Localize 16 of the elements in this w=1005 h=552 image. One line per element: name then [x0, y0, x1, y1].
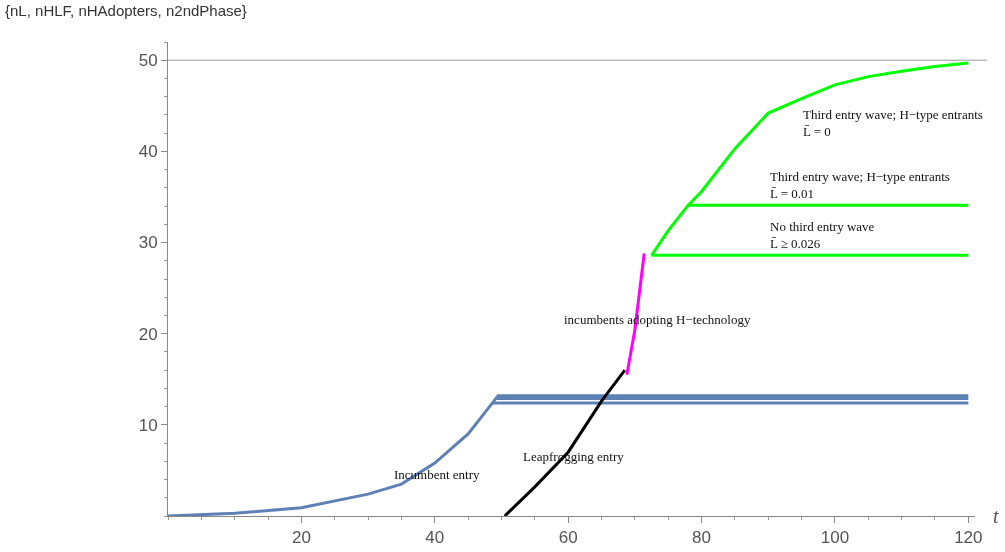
y-tick-label: 20 [138, 324, 158, 344]
y-tick-label: 40 [138, 142, 158, 162]
annotation: Third entry wave; H−type entrants L̄ = 0 [803, 107, 983, 139]
annotation: Third entry wave; H−type entrants L̄ = 0.01 [770, 169, 950, 201]
chart-title: {nL, nHLF, nHAdopters, n2ndPhase} [5, 2, 247, 20]
x-tick-label: 100 [820, 528, 850, 548]
x-tick-label: 80 [692, 528, 712, 548]
x-tick-label: 20 [291, 528, 311, 548]
y-tick-label: 50 [138, 51, 158, 71]
x-tick-label: 120 [954, 528, 983, 548]
x-tick-label: 60 [558, 528, 578, 548]
x-tick-label: 40 [425, 528, 445, 548]
annotation: No third entry wave L̄ ≥ 0.026 [770, 219, 875, 251]
y-tick-label: 10 [138, 415, 158, 435]
y-tick-label: 30 [138, 233, 158, 253]
x-axis-title: t [993, 505, 999, 527]
